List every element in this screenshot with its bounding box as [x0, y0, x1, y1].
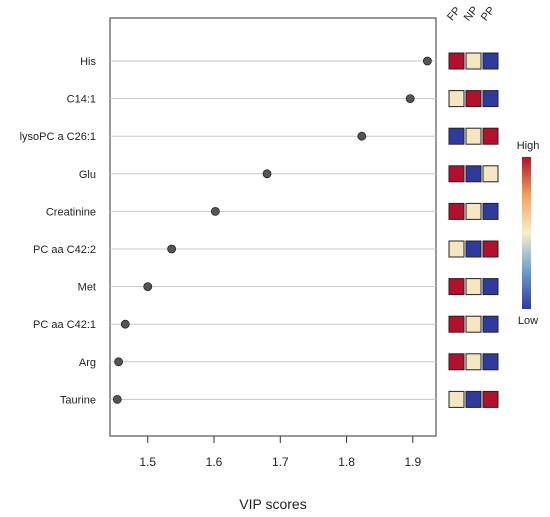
heatmap-cell: [482, 127, 499, 145]
heatmap-cell: [482, 90, 499, 108]
y-tick-label: Met: [78, 282, 96, 294]
x-axis-title: VIP scores: [239, 496, 306, 512]
legend-high-label: High: [517, 140, 540, 152]
data-point: [262, 169, 272, 179]
y-tick-label: Glu: [79, 169, 96, 181]
data-point: [357, 131, 367, 141]
heatmap-column-label: PP: [479, 5, 498, 24]
plot-frame: [109, 17, 437, 437]
heatmap-cell: [465, 90, 482, 108]
heatmap-cell: [482, 390, 499, 408]
y-tick-label: Arg: [79, 357, 96, 369]
heatmap-cell: [448, 90, 465, 108]
heatmap-cell: [465, 278, 482, 296]
data-point: [120, 319, 130, 329]
data-point: [210, 206, 220, 216]
heatmap-cell: [465, 127, 482, 145]
data-point: [167, 244, 177, 254]
y-tick-label: Creatinine: [46, 206, 96, 218]
heatmap-cell: [448, 127, 465, 145]
heatmap-column-label: FP: [445, 5, 463, 23]
heatmap-column-label: NP: [462, 4, 481, 23]
y-tick-label: Taurine: [60, 394, 96, 406]
heatmap-cell: [465, 240, 482, 258]
heatmap-cell: [482, 165, 499, 183]
color-legend-bar: [522, 157, 531, 309]
heatmap-cell: [465, 353, 482, 371]
heatmap-cell: [482, 315, 499, 333]
heatmap-cell: [465, 390, 482, 408]
data-point: [405, 94, 415, 103]
heatmap-cell: [482, 353, 499, 371]
heatmap-cell: [448, 315, 465, 333]
heatmap-cell: [465, 52, 482, 70]
heatmap-cell: [448, 52, 465, 70]
x-tick-label: 1.7: [272, 455, 289, 469]
data-point: [143, 282, 153, 292]
x-tick-label: 1.8: [338, 455, 355, 469]
y-tick-label: PC aa C42:1: [33, 319, 96, 331]
heatmap-cell: [448, 278, 465, 296]
data-point: [114, 357, 124, 367]
data-point: [422, 56, 432, 66]
y-tick-label: His: [80, 56, 96, 68]
y-tick-label: C14:1: [67, 94, 96, 106]
data-point: [112, 394, 122, 404]
heatmap-cell: [448, 202, 465, 220]
heatmap-cell: [448, 240, 465, 258]
heatmap-cell: [448, 390, 465, 408]
heatmap-cell: [465, 315, 482, 333]
heatmap-cell: [448, 353, 465, 371]
heatmap-cell: [465, 202, 482, 220]
heatmap-cell: [448, 165, 465, 183]
y-tick-label: PC aa C42:2: [33, 244, 96, 256]
heatmap-cell: [482, 278, 499, 296]
heatmap-cell: [482, 240, 499, 258]
heatmap-cell: [482, 202, 499, 220]
y-tick-label: lysoPC a C26:1: [20, 131, 96, 143]
legend-low-label: Low: [518, 315, 538, 327]
x-tick-label: 1.5: [139, 455, 156, 469]
x-tick-label: 1.9: [404, 455, 421, 469]
heatmap-cell: [482, 52, 499, 70]
heatmap-cell: [465, 165, 482, 183]
x-tick-label: 1.6: [206, 455, 223, 469]
